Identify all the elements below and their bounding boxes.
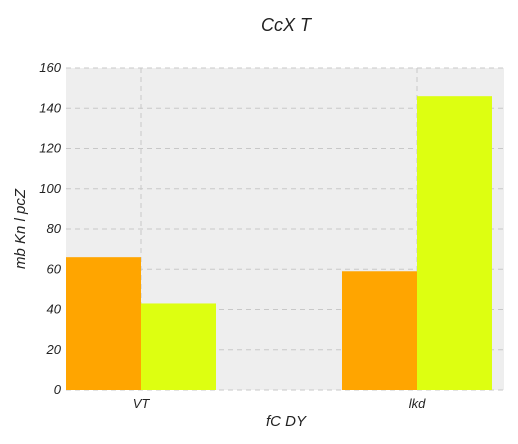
y-tick-label: 100 xyxy=(39,181,61,196)
chart-title: CcX T xyxy=(261,15,313,35)
y-tick-label: 80 xyxy=(47,221,62,236)
y-tick-label: 140 xyxy=(39,100,61,115)
y-axis-label: mb Kn l pcZ xyxy=(12,188,29,269)
bar-series-1-VT xyxy=(66,257,141,390)
y-tick-label: 40 xyxy=(47,302,62,317)
x-axis-label: fC DY xyxy=(266,413,307,430)
bar-series-2-lkd xyxy=(417,96,492,391)
y-tick-label: 120 xyxy=(39,141,61,156)
ticks-layer: 0 20 40 60 80 100 120 140 160 VT lkd xyxy=(39,60,426,411)
bars-layer xyxy=(66,96,492,391)
y-tick-label: 60 xyxy=(47,261,62,276)
y-tick-label: 20 xyxy=(46,342,62,357)
bar-series-1-lkd xyxy=(342,271,417,390)
y-tick-label: 160 xyxy=(39,60,61,75)
x-tick-label: VT xyxy=(133,396,151,411)
x-tick-label: lkd xyxy=(409,396,426,411)
bar-series-2-VT xyxy=(141,303,216,390)
y-tick-label: 0 xyxy=(54,382,62,397)
